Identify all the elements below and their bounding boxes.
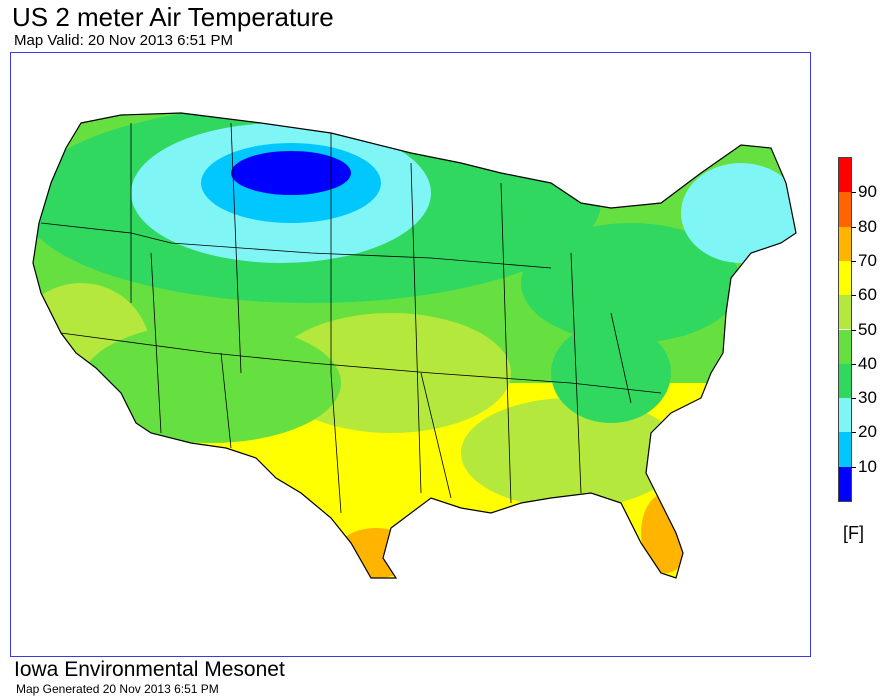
legend-tick-label: 50 bbox=[858, 319, 877, 339]
legend-units: [F] bbox=[843, 523, 864, 543]
legend-tick-label: 30 bbox=[858, 388, 877, 408]
footer-generated: Map Generated 20 Nov 2013 6:51 PM bbox=[16, 682, 219, 696]
legend-bin-20-30 bbox=[839, 398, 851, 433]
legend-tick bbox=[851, 329, 856, 331]
temp-field-70-80-texas bbox=[336, 528, 416, 578]
legend-bin-90-100 bbox=[839, 158, 851, 193]
legend-bin-80-90 bbox=[839, 192, 851, 227]
temp-field-30-40-appalachia bbox=[551, 323, 671, 423]
legend-tick bbox=[851, 432, 856, 434]
legend-bin-70-80 bbox=[839, 226, 851, 261]
legend-tick-label: 60 bbox=[858, 285, 877, 305]
legend-tick bbox=[851, 466, 856, 468]
legend-bin-60-70 bbox=[839, 260, 851, 296]
footer-organization: Iowa Environmental Mesonet bbox=[14, 658, 285, 681]
legend-tick bbox=[851, 363, 856, 365]
legend-bin-50-60 bbox=[839, 295, 851, 330]
legend-tick-label: 20 bbox=[858, 422, 877, 442]
legend-tick bbox=[851, 398, 856, 400]
map-valid-time: Map Valid: 20 Nov 2013 6:51 PM bbox=[14, 32, 234, 49]
legend-tick-label: 40 bbox=[858, 353, 877, 373]
map-frame bbox=[10, 52, 811, 657]
page-title: US 2 meter Air Temperature bbox=[12, 2, 334, 32]
legend-bin-40-50 bbox=[839, 329, 851, 364]
temp-field-0-10 bbox=[231, 151, 351, 195]
legend-tick bbox=[851, 226, 856, 228]
temperature-map bbox=[32, 112, 797, 579]
legend-tick bbox=[851, 260, 856, 262]
legend-bin-0-10 bbox=[839, 466, 851, 501]
temp-field-70-80-florida bbox=[641, 493, 691, 573]
temp-field-40-50-rockies bbox=[81, 323, 341, 443]
us-outline bbox=[32, 112, 797, 579]
legend-tick-label: 70 bbox=[858, 250, 877, 270]
state-boundaries bbox=[40, 122, 662, 514]
legend-tick-label: 90 bbox=[858, 182, 877, 202]
legend-tick-label: 10 bbox=[858, 456, 877, 476]
legend-tick bbox=[851, 192, 856, 194]
temperature-legend bbox=[838, 157, 852, 502]
temp-field-30-40-ne bbox=[521, 223, 741, 343]
legend-bin-30-40 bbox=[839, 363, 851, 399]
legend-tick-label: 80 bbox=[858, 216, 877, 236]
legend-tick bbox=[851, 295, 856, 297]
legend-bin-10-20 bbox=[839, 432, 851, 467]
temp-field-20-30-newengland bbox=[681, 163, 796, 263]
temp-field-50-60-se bbox=[461, 398, 681, 508]
